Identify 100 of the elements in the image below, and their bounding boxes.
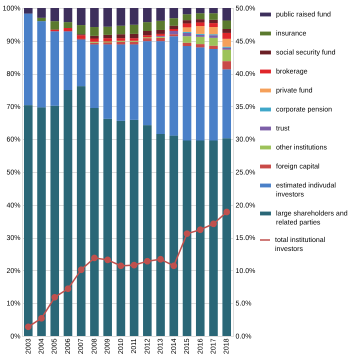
bar <box>37 18 46 22</box>
bar <box>222 61 232 70</box>
bar <box>103 8 112 27</box>
bar <box>116 38 126 41</box>
bar <box>103 34 112 38</box>
bar <box>209 49 218 141</box>
bar <box>130 24 138 34</box>
bar <box>116 44 126 121</box>
bar <box>182 46 192 141</box>
bar <box>156 38 165 42</box>
bar <box>64 31 72 90</box>
bar <box>50 8 60 22</box>
bar <box>222 28 232 33</box>
point <box>157 256 164 263</box>
bar <box>170 26 178 29</box>
bar <box>209 35 218 38</box>
bar <box>156 134 165 336</box>
bar <box>182 14 192 20</box>
bar <box>50 31 60 106</box>
bar <box>130 44 138 120</box>
bar <box>103 38 112 42</box>
bar <box>170 36 178 136</box>
bar <box>209 20 218 24</box>
bar <box>116 8 126 26</box>
bar <box>222 32 232 39</box>
bar <box>143 41 152 126</box>
bar <box>37 8 46 18</box>
bar <box>103 26 112 35</box>
bar <box>50 21 60 30</box>
point <box>24 323 32 330</box>
bar <box>24 8 33 14</box>
bar <box>90 108 99 336</box>
point <box>210 220 217 228</box>
point <box>64 285 72 292</box>
bar <box>116 42 126 44</box>
bar <box>209 38 218 46</box>
bar <box>103 118 112 336</box>
bar <box>182 36 192 43</box>
point <box>104 256 111 264</box>
bar <box>130 8 138 25</box>
bar <box>222 20 232 29</box>
bar <box>156 30 165 34</box>
bar <box>222 8 232 20</box>
bar <box>222 138 232 336</box>
point <box>223 208 230 216</box>
bar <box>209 27 218 34</box>
bar <box>156 41 165 134</box>
bar <box>209 13 218 20</box>
point <box>184 230 190 238</box>
bar <box>116 26 126 34</box>
bar <box>76 35 86 39</box>
bar <box>143 125 152 336</box>
bar <box>170 136 178 336</box>
bar <box>90 8 99 28</box>
bar <box>170 8 178 18</box>
bar <box>182 8 192 14</box>
bar <box>64 22 72 28</box>
bar <box>130 42 138 44</box>
bar <box>209 46 218 49</box>
bar <box>116 34 126 38</box>
bar <box>130 38 138 41</box>
bar <box>196 22 205 26</box>
point <box>170 262 178 270</box>
bar <box>76 39 86 86</box>
bar <box>50 106 60 336</box>
bar <box>182 23 192 28</box>
bar <box>143 22 152 31</box>
bar <box>182 140 192 336</box>
bar <box>76 25 86 34</box>
point <box>196 226 204 234</box>
bar <box>196 140 205 336</box>
bar <box>182 32 192 36</box>
bar <box>76 86 86 336</box>
bar <box>196 8 205 14</box>
bar <box>37 21 46 108</box>
point <box>51 294 58 301</box>
bar <box>90 44 99 108</box>
bar <box>143 30 152 36</box>
bar <box>170 18 178 26</box>
bar <box>196 26 205 34</box>
bar <box>196 47 205 141</box>
bar <box>196 36 205 44</box>
bar <box>76 8 86 26</box>
bar <box>90 36 99 39</box>
bar <box>156 20 165 30</box>
bar <box>170 30 178 34</box>
bar <box>182 42 192 46</box>
bar <box>222 38 232 47</box>
bar <box>130 34 138 38</box>
bar <box>182 27 192 32</box>
point <box>118 262 124 270</box>
bar <box>222 69 232 138</box>
point <box>130 262 138 268</box>
point <box>144 258 151 265</box>
bar <box>64 8 72 22</box>
bar <box>209 8 218 14</box>
bar <box>24 14 33 106</box>
bar <box>196 13 205 20</box>
bar <box>116 120 126 336</box>
bar <box>143 38 152 42</box>
